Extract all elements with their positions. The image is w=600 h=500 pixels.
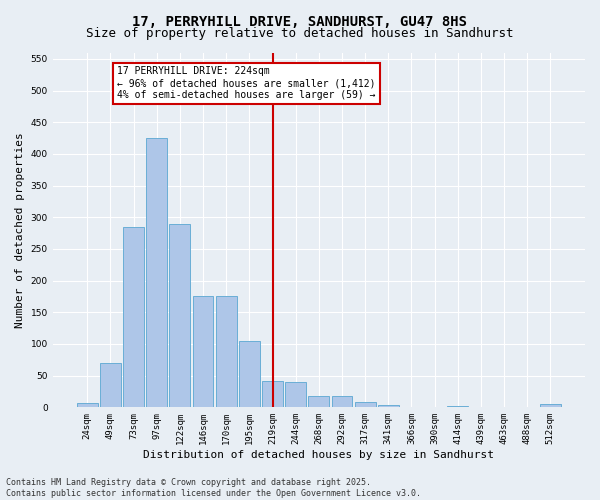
Text: 17 PERRYHILL DRIVE: 224sqm
← 96% of detached houses are smaller (1,412)
4% of se: 17 PERRYHILL DRIVE: 224sqm ← 96% of deta… [118,66,376,100]
Bar [193,296,214,408]
Bar [355,402,376,407]
Bar [216,296,236,408]
Text: Contains HM Land Registry data © Crown copyright and database right 2025.
Contai: Contains HM Land Registry data © Crown c… [6,478,421,498]
Bar [285,382,306,407]
Text: 17, PERRYHILL DRIVE, SANDHURST, GU47 8HS: 17, PERRYHILL DRIVE, SANDHURST, GU47 8HS [133,15,467,29]
Bar [146,138,167,407]
Bar [239,341,260,407]
Bar [308,396,329,407]
Bar [378,406,399,407]
Bar [123,226,144,408]
X-axis label: Distribution of detached houses by size in Sandhurst: Distribution of detached houses by size … [143,450,494,460]
Y-axis label: Number of detached properties: Number of detached properties [15,132,25,328]
Bar [332,396,352,407]
Bar [77,403,98,407]
Bar [262,380,283,407]
Bar [401,406,422,408]
Bar [448,406,468,407]
Bar [169,224,190,408]
Text: Size of property relative to detached houses in Sandhurst: Size of property relative to detached ho… [86,28,514,40]
Bar [540,404,561,407]
Bar [100,363,121,408]
